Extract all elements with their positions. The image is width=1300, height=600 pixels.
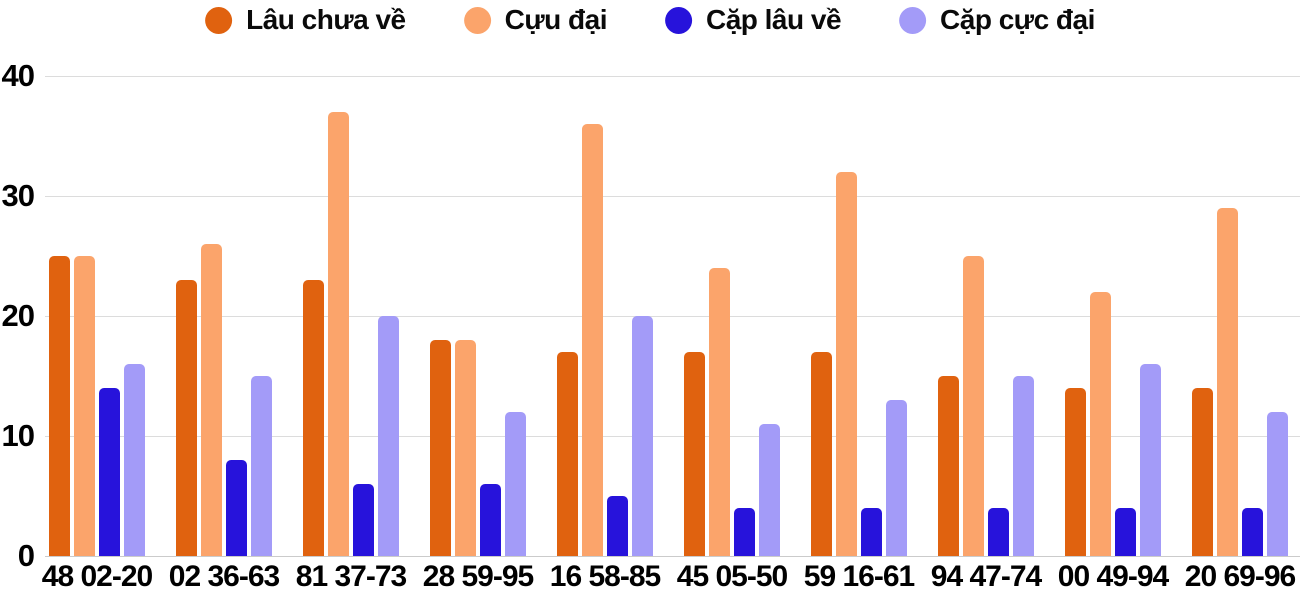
- bar: [1242, 508, 1263, 556]
- y-axis-tick-label: 30: [1, 178, 35, 213]
- bar: [480, 484, 501, 556]
- y-axis-tick-label: 20: [1, 298, 35, 333]
- bar: [201, 244, 222, 556]
- legend-dot-icon: [205, 6, 233, 34]
- legend-label: Cặp cực đại: [940, 4, 1095, 35]
- bar: [1090, 292, 1111, 556]
- bar: [963, 256, 984, 556]
- bar: [886, 400, 907, 556]
- legend-label: Cựu đại: [504, 4, 608, 35]
- x-axis-baseline: [45, 556, 1300, 557]
- legend-item-4[interactable]: Cặp cực đại: [899, 4, 1095, 36]
- bar: [1013, 376, 1034, 556]
- bar-group: [49, 76, 145, 556]
- bar: [1192, 388, 1213, 556]
- x-axis-category-label: 81 37-73: [295, 560, 407, 593]
- bar: [1267, 412, 1288, 556]
- bar: [684, 352, 705, 556]
- y-axis-tick-label: 40: [1, 58, 35, 93]
- bar: [455, 340, 476, 556]
- legend-dot-icon: [664, 6, 692, 34]
- bar-group: [938, 76, 1034, 556]
- bar: [938, 376, 959, 556]
- bar: [430, 340, 451, 556]
- bar: [176, 280, 197, 556]
- bar-group: [176, 76, 272, 556]
- legend-item-2[interactable]: Cựu đại: [463, 4, 608, 36]
- legend-dot-icon: [463, 6, 491, 34]
- y-axis-tick-label: 0: [17, 538, 35, 573]
- gridline-40: [45, 76, 1300, 77]
- bar: [632, 316, 653, 556]
- x-axis-category-label: 02 36-63: [168, 560, 280, 593]
- gridline-10: [45, 436, 1300, 437]
- bar: [988, 508, 1009, 556]
- legend-item-3[interactable]: Cặp lâu về: [664, 4, 842, 36]
- x-axis-category-label: 16 58-85: [549, 560, 661, 593]
- bar: [378, 316, 399, 556]
- bar: [759, 424, 780, 556]
- bar: [836, 172, 857, 556]
- x-axis-category-label: 59 16-61: [803, 560, 915, 593]
- bar: [811, 352, 832, 556]
- x-axis-category-label: 45 05-50: [676, 560, 788, 593]
- x-axis-category-label: 20 69-96: [1184, 560, 1296, 593]
- bar-group: [1192, 76, 1288, 556]
- x-axis-category-label: 48 02-20: [41, 560, 153, 593]
- bar: [226, 460, 247, 556]
- bar: [303, 280, 324, 556]
- bar: [734, 508, 755, 556]
- bar-group: [303, 76, 399, 556]
- legend: Lâu chưa về Cựu đại Cặp lâu về Cặp cực đại: [205, 4, 1095, 36]
- bar: [1065, 388, 1086, 556]
- legend-label: Lâu chưa về: [246, 4, 406, 35]
- bar: [709, 268, 730, 556]
- bar: [607, 496, 628, 556]
- x-axis-category-label: 94 47-74: [930, 560, 1042, 593]
- x-axis-category-label: 00 49-94: [1057, 560, 1169, 593]
- bar-group: [430, 76, 526, 556]
- bar-group: [684, 76, 780, 556]
- legend-dot-icon: [899, 6, 927, 34]
- bar: [861, 508, 882, 556]
- bar: [1115, 508, 1136, 556]
- bar: [251, 376, 272, 556]
- legend-item-1[interactable]: Lâu chưa về: [205, 4, 406, 36]
- bar: [99, 388, 120, 556]
- bar: [1217, 208, 1238, 556]
- bar: [74, 256, 95, 556]
- gridline-30: [45, 196, 1300, 197]
- bar: [328, 112, 349, 556]
- bar-group: [811, 76, 907, 556]
- bar: [582, 124, 603, 556]
- bar: [557, 352, 578, 556]
- legend-label: Cặp lâu về: [705, 4, 842, 35]
- bar: [353, 484, 374, 556]
- bar: [1140, 364, 1161, 556]
- bar-group: [1065, 76, 1161, 556]
- bar: [124, 364, 145, 556]
- bar: [505, 412, 526, 556]
- y-axis-tick-label: 10: [1, 418, 35, 453]
- bar: [49, 256, 70, 556]
- bar-group: [557, 76, 653, 556]
- gridline-20: [45, 316, 1300, 317]
- x-axis-category-label: 28 59-95: [422, 560, 534, 593]
